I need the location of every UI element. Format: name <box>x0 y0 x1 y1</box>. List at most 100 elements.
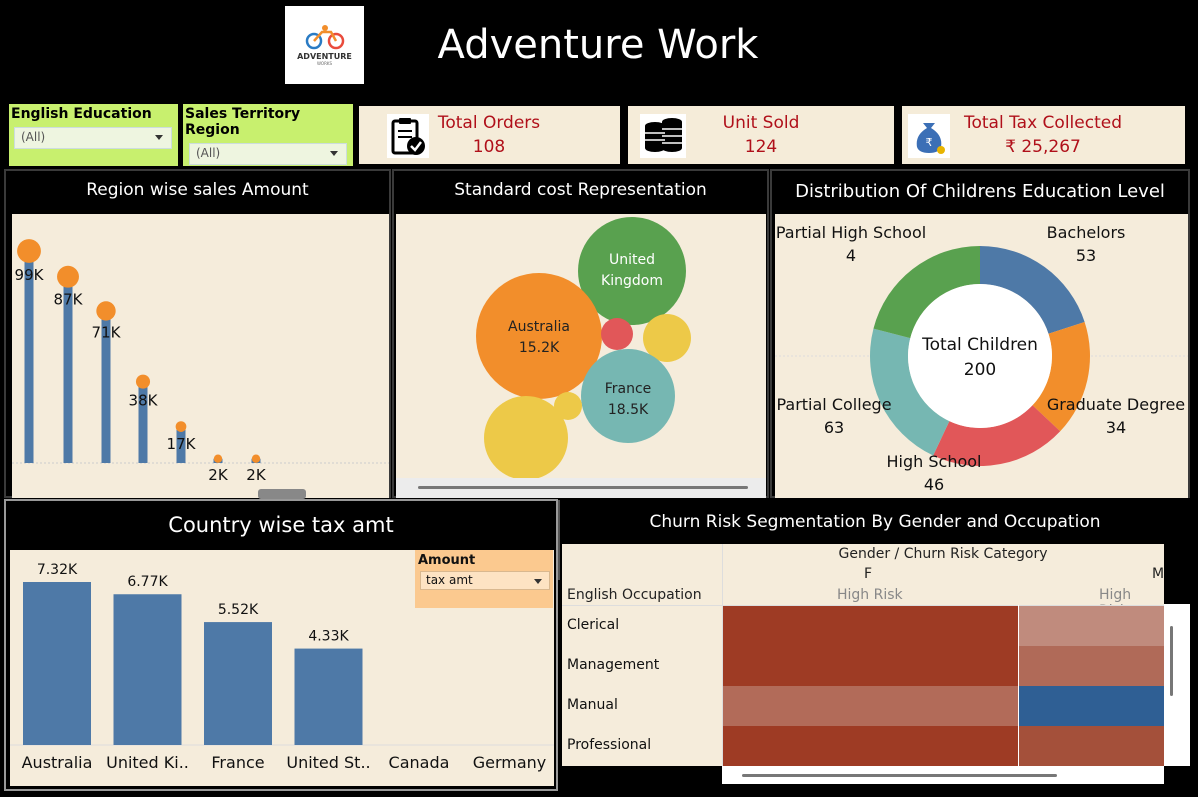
filter-english-education: English Education (All) <box>9 104 178 166</box>
churn-heatmap[interactable]: Gender / Churn Risk Category F M High Ri… <box>562 544 1164 766</box>
region-dropdown[interactable]: (All) <box>189 143 347 165</box>
donut-slice-partial-college[interactable] <box>870 328 950 456</box>
heatmap-cell[interactable] <box>723 606 1018 646</box>
panel-title: Region wise sales Amount <box>86 180 309 200</box>
vertical-scrollbar[interactable] <box>1164 604 1190 766</box>
logo-text: ADVENTURE <box>297 52 352 61</box>
region-value-label: 17K <box>167 435 197 453</box>
bubble-united-kingdom[interactable] <box>578 217 686 325</box>
heatmap-cell[interactable] <box>1019 686 1164 726</box>
bubble-label: Australia <box>508 319 570 335</box>
region-bar[interactable] <box>63 276 73 463</box>
donut-value: 34 <box>1106 418 1126 437</box>
region-dot[interactable] <box>135 374 151 389</box>
donut-center <box>908 284 1052 428</box>
donut-slice-bachelors[interactable] <box>980 246 1085 334</box>
donut-slice-partial-high-school[interactable] <box>873 246 980 339</box>
dashboard-title: Adventure Work <box>437 22 759 68</box>
heatmap-cell[interactable] <box>723 726 1018 766</box>
money-bag-icon: ₹ <box>908 114 950 158</box>
bubble-label: Kingdom <box>601 273 663 289</box>
svg-text:₹: ₹ <box>926 136 933 149</box>
donut-value: 53 <box>1076 246 1096 265</box>
donut-slice-graduate-degree[interactable] <box>1032 322 1090 432</box>
churn-panel: Churn Risk Segmentation By Gender and Oc… <box>560 499 1190 791</box>
filter-sales-territory-region: Sales Territory Region (All) <box>183 104 353 166</box>
region-value-label: 2K <box>246 466 267 484</box>
heatmap-cell[interactable] <box>1019 646 1164 686</box>
region-bar[interactable] <box>138 381 148 463</box>
region-value-label: 99K <box>15 266 45 284</box>
region-dot[interactable] <box>57 265 79 288</box>
donut-center-value: 200 <box>964 360 996 380</box>
region-value-label: 2K <box>208 466 229 484</box>
horizontal-scrollbar[interactable] <box>722 766 1164 784</box>
donut-center-label: Total Children <box>921 335 1038 355</box>
divider <box>722 544 723 766</box>
bubble-tiny-yellow[interactable] <box>554 392 582 420</box>
amount-parameter: Amount tax amt <box>415 550 553 608</box>
chevron-down-icon <box>155 135 163 140</box>
scrollbar-thumb[interactable] <box>742 774 1057 777</box>
region-value-label: 38K <box>129 392 159 410</box>
bubble-label: United <box>609 252 655 268</box>
kpi-value: ₹ 25,267 <box>1005 137 1081 157</box>
education-dropdown[interactable]: (All) <box>14 127 172 149</box>
resize-handle[interactable] <box>258 489 306 499</box>
bubble-small-red[interactable] <box>601 318 633 350</box>
region-bar[interactable] <box>176 426 186 463</box>
heatmap-cell[interactable] <box>723 686 1018 726</box>
parameter-dropdown[interactable]: tax amt <box>420 571 550 590</box>
donut-label: Partial High School <box>776 223 926 242</box>
donut-value: 4 <box>846 246 856 265</box>
heatmap-cell[interactable] <box>1019 726 1164 766</box>
bubble-large-yellow[interactable] <box>484 396 568 480</box>
region-dot[interactable] <box>17 239 41 263</box>
tax-category-label: Canada <box>389 753 450 772</box>
country-tax-panel: Country wise tax amt 7.32K Australia 6.77K… <box>4 499 558 791</box>
region-bar[interactable] <box>24 251 34 463</box>
heatmap-row-label: Professional <box>567 737 652 753</box>
region-bar[interactable] <box>101 310 111 463</box>
heatmap-cell[interactable] <box>723 646 1018 686</box>
adventure-works-logo: ADVENTURE WORKS <box>285 6 364 84</box>
tax-category-label: Australia <box>22 753 93 772</box>
horizontal-scrollbar[interactable] <box>396 478 766 498</box>
donut-value: 46 <box>924 475 944 494</box>
standard-cost-bubble-chart[interactable]: United Kingdom Australia 15.2K France 18… <box>396 214 766 498</box>
region-value-label: 71K <box>92 324 122 342</box>
kpi-value: 124 <box>744 137 778 157</box>
kpi-label: Unit Sold <box>722 113 800 133</box>
region-dot[interactable] <box>251 454 261 463</box>
bubble-small-yellow[interactable] <box>643 314 691 362</box>
region-sales-chart[interactable]: 99K 87K 71K 38K 17K 2K 2K <box>12 214 389 498</box>
education-donut-chart[interactable]: Total Children 200 Partial High School 4 Bac… <box>775 214 1188 498</box>
row-header-label: English Occupation <box>567 587 702 603</box>
tax-bar[interactable] <box>113 594 182 745</box>
tax-bar[interactable] <box>204 622 272 745</box>
bubble-france[interactable] <box>581 349 675 443</box>
tax-value-label: 5.52K <box>218 602 259 618</box>
region-sales-panel: Region wise sales Amount 99K 87K 71K 38K 17K… <box>4 169 391 499</box>
region-dot[interactable] <box>175 421 187 432</box>
heatmap-cell[interactable] <box>1019 606 1164 646</box>
region-dot[interactable] <box>96 301 116 321</box>
dropdown-value: tax amt <box>426 573 473 587</box>
divider <box>1018 605 1019 766</box>
kpi-total-tax-collected: ₹ Total Tax Collected ₹ 25,267 <box>902 106 1185 164</box>
scrollbar-thumb[interactable] <box>418 486 748 489</box>
tax-category-label: France <box>211 753 264 772</box>
tax-category-label: Germany <box>473 753 547 772</box>
region-dot[interactable] <box>213 454 223 463</box>
chevron-down-icon <box>534 579 542 584</box>
heatmap-row-label: Manual <box>567 697 618 713</box>
tax-bar[interactable] <box>294 648 363 745</box>
donut-slice-high-school[interactable] <box>933 405 1061 466</box>
bubble-australia[interactable] <box>476 273 602 399</box>
tax-category-label: United St.. <box>286 753 370 772</box>
scrollbar-thumb[interactable] <box>1170 626 1173 696</box>
tax-bar[interactable] <box>23 582 91 745</box>
kpi-label: Total Tax Collected <box>964 113 1122 133</box>
kpi-total-orders: Total Orders 108 <box>359 106 620 164</box>
column-gender-f: F <box>864 566 873 582</box>
